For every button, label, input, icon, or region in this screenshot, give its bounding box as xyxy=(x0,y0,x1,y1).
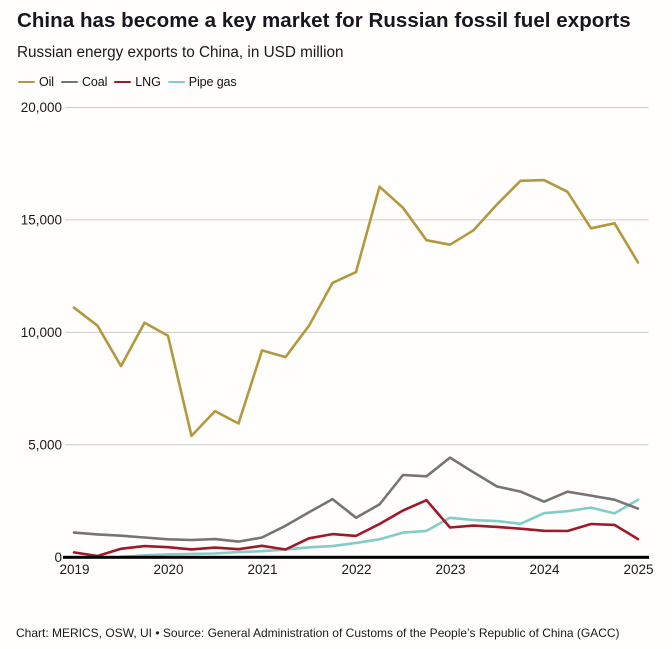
svg-text:2023: 2023 xyxy=(435,562,465,577)
svg-text:2024: 2024 xyxy=(529,562,560,577)
svg-text:2025: 2025 xyxy=(623,562,653,577)
svg-text:20,000: 20,000 xyxy=(21,100,62,115)
svg-text:2020: 2020 xyxy=(153,562,183,577)
svg-text:2022: 2022 xyxy=(341,562,371,577)
svg-text:10,000: 10,000 xyxy=(21,325,62,340)
svg-text:2019: 2019 xyxy=(59,562,89,577)
svg-text:0: 0 xyxy=(54,550,62,565)
svg-text:5,000: 5,000 xyxy=(28,437,62,452)
svg-text:2021: 2021 xyxy=(247,562,277,577)
svg-text:15,000: 15,000 xyxy=(21,212,62,227)
